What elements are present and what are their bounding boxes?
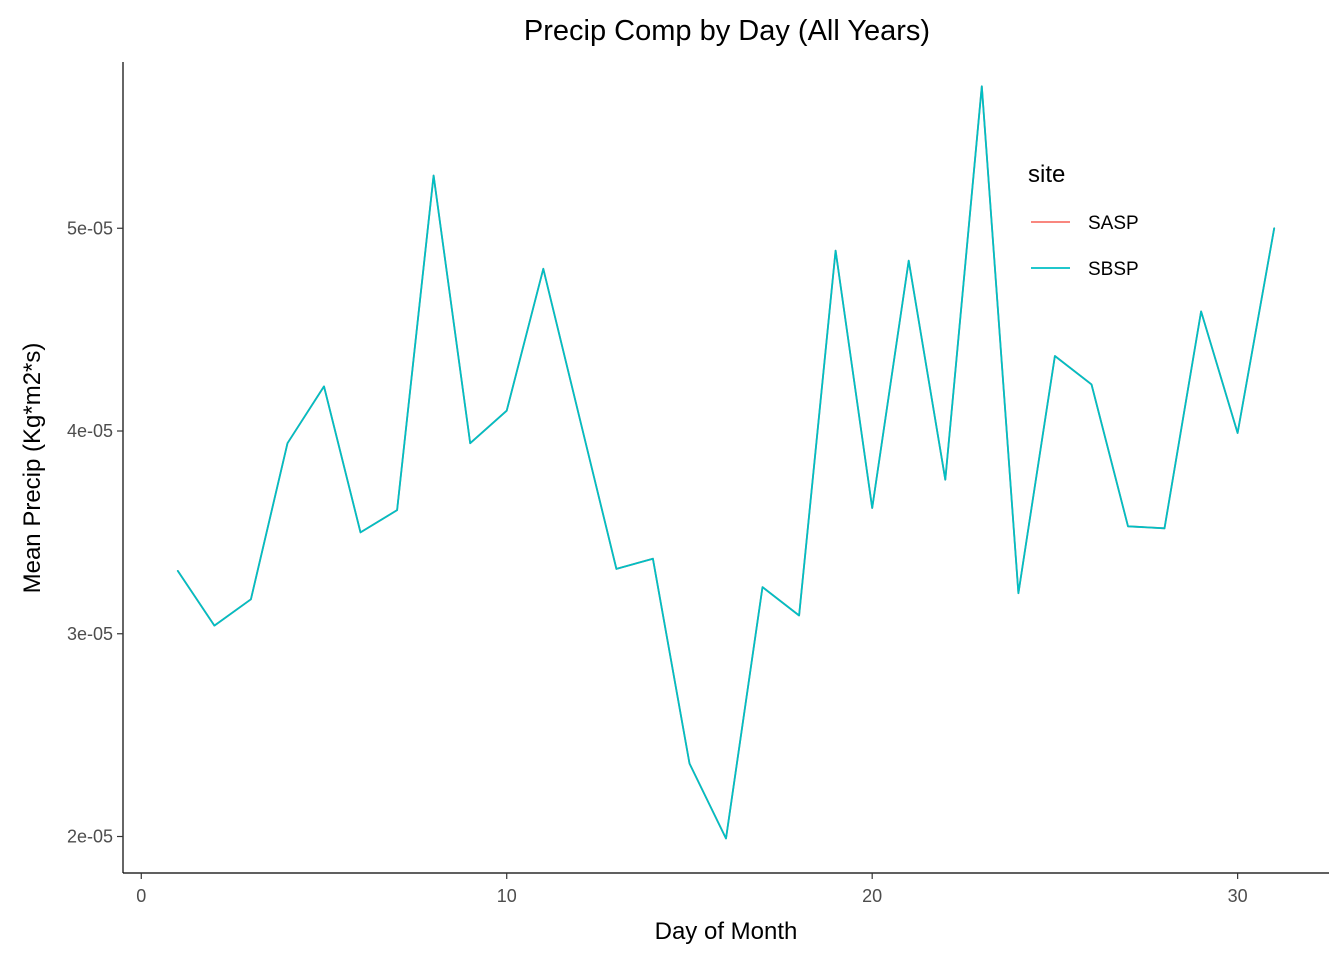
legend-title: site [1028, 161, 1065, 188]
x-axis-title: Day of Month [655, 918, 798, 945]
chart-title: Precip Comp by Day (All Years) [524, 15, 930, 47]
x-tick-label: 30 [1228, 886, 1248, 906]
y-axis-title: Mean Precip (Kg*m2*s) [19, 343, 46, 594]
y-tick-label: 2e-05 [67, 827, 113, 847]
x-tick-label: 10 [497, 886, 517, 906]
legend-label-sbsp: SBSP [1088, 259, 1139, 280]
y-tick-label: 3e-05 [67, 624, 113, 644]
legend: site SASP SBSP [1028, 161, 1139, 280]
y-tick-label: 4e-05 [67, 421, 113, 441]
y-tick-label: 5e-05 [67, 218, 113, 238]
legend-label-sasp: SASP [1088, 213, 1139, 234]
series-line-sbsp [176, 85, 1276, 840]
x-tick-label: 0 [136, 886, 146, 906]
x-axis: 0 10 20 30 [123, 872, 1329, 906]
x-tick-label: 20 [862, 886, 882, 906]
y-axis: 2e-05 3e-05 4e-05 5e-05 [67, 62, 124, 873]
series-layer [176, 85, 1276, 840]
